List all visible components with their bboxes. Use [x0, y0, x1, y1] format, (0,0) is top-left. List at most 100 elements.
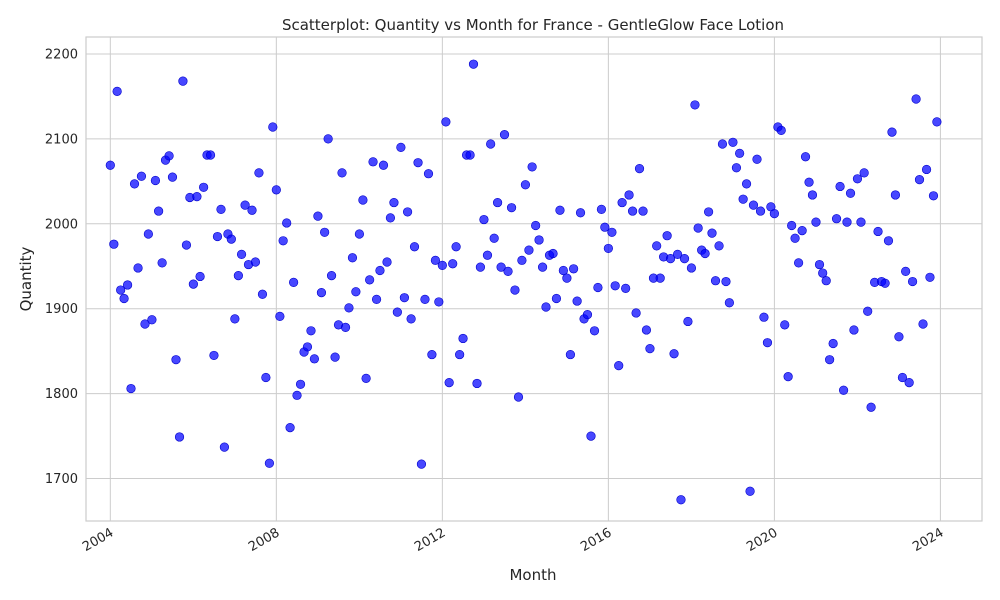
- data-point: [787, 220, 797, 231]
- data-point: [340, 322, 351, 333]
- data-point: [143, 229, 153, 239]
- data-point: [275, 311, 285, 321]
- data-point: [250, 257, 261, 267]
- data-point: [527, 162, 537, 172]
- data-point: [479, 214, 489, 225]
- data-point: [769, 209, 779, 219]
- data-point: [517, 255, 527, 265]
- data-point: [904, 377, 914, 388]
- data-point: [475, 262, 486, 272]
- data-point: [320, 227, 330, 237]
- data-point: [492, 197, 503, 208]
- data-point: [738, 194, 748, 204]
- data-point: [368, 157, 378, 167]
- data-point: [593, 282, 603, 293]
- data-point: [219, 442, 230, 452]
- data-point: [389, 197, 399, 208]
- data-point: [603, 243, 613, 254]
- data-point: [455, 349, 465, 360]
- y-axis-label: Quantity: [17, 246, 35, 311]
- data-point: [776, 125, 786, 135]
- data-point: [264, 458, 275, 468]
- y-tick-label: 1700: [45, 472, 78, 487]
- data-point: [894, 332, 904, 342]
- data-point: [755, 206, 766, 216]
- data-point: [178, 76, 188, 86]
- data-point: [302, 342, 313, 352]
- data-point: [285, 423, 295, 433]
- data-point: [928, 191, 939, 201]
- data-point: [821, 276, 831, 286]
- data-point: [133, 263, 143, 273]
- data-point: [641, 325, 652, 335]
- y-tick-label: 2100: [45, 132, 78, 147]
- data-point: [693, 223, 703, 233]
- data-point: [797, 226, 807, 236]
- data-point: [489, 233, 499, 243]
- data-point: [247, 205, 257, 215]
- data-point: [416, 459, 427, 469]
- data-point: [617, 197, 627, 208]
- data-point: [918, 319, 928, 329]
- data-point: [271, 185, 281, 195]
- data-point: [181, 240, 192, 250]
- data-point: [831, 214, 842, 224]
- data-point: [326, 271, 337, 281]
- data-point: [402, 207, 413, 217]
- data-point: [828, 338, 838, 349]
- data-point: [409, 242, 420, 252]
- data-point: [731, 163, 742, 173]
- data-point: [907, 276, 918, 287]
- data-point: [863, 306, 873, 316]
- data-point: [157, 258, 167, 268]
- data-point: [254, 168, 264, 178]
- data-point: [358, 195, 368, 205]
- data-point: [136, 171, 147, 181]
- data-point: [818, 268, 828, 278]
- data-point: [901, 266, 911, 276]
- data-point: [575, 208, 586, 218]
- data-point: [741, 179, 752, 189]
- data-point: [866, 402, 876, 412]
- data-point: [811, 217, 821, 227]
- data-point: [932, 117, 942, 127]
- data-point: [524, 245, 534, 255]
- data-point: [282, 218, 292, 228]
- data-point: [762, 338, 773, 348]
- data-point: [582, 310, 593, 320]
- data-point: [669, 349, 679, 359]
- data-point: [589, 326, 600, 336]
- data-point: [607, 227, 617, 237]
- data-point: [365, 275, 375, 285]
- data-point: [531, 220, 541, 231]
- data-point: [295, 379, 306, 389]
- data-point: [627, 206, 638, 216]
- data-point: [728, 137, 738, 147]
- data-point: [662, 231, 672, 241]
- plot-frame: [85, 36, 983, 522]
- data-point: [105, 160, 115, 170]
- data-point: [634, 164, 645, 174]
- data-point: [714, 241, 724, 251]
- data-point: [122, 280, 133, 290]
- data-point: [600, 222, 610, 232]
- data-point: [614, 361, 624, 371]
- data-point: [686, 263, 697, 273]
- data-point: [441, 117, 451, 127]
- data-point: [804, 177, 814, 187]
- data-point: [109, 239, 119, 249]
- data-point: [551, 293, 562, 304]
- data-point: [240, 200, 250, 210]
- data-point: [890, 190, 901, 200]
- data-point: [707, 228, 717, 238]
- data-point: [306, 326, 316, 336]
- data-point: [330, 352, 340, 362]
- data-point: [710, 276, 721, 286]
- data-point: [887, 127, 897, 137]
- data-point: [562, 273, 572, 283]
- data-point: [655, 273, 665, 283]
- data-point: [849, 325, 859, 335]
- data-point: [378, 160, 389, 170]
